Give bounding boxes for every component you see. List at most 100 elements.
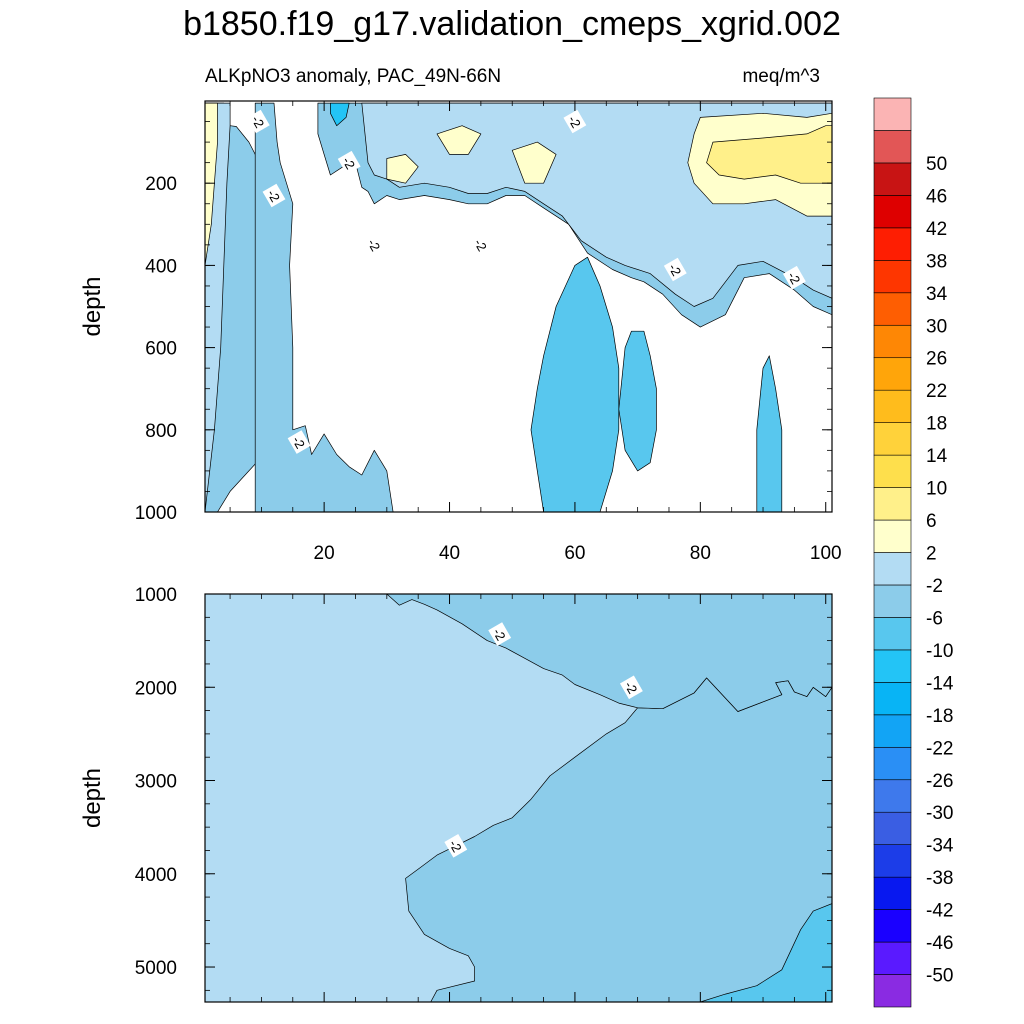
colorbar-swatch: [873, 292, 912, 326]
colorbar-swatch: [873, 422, 912, 456]
contour-label: -2: [469, 233, 493, 257]
colorbar-swatch: [873, 974, 912, 1008]
upper-ocean-panel: 20 40 60 80 100 200 400 600 800 1000 depth -2 -2 -2 -2…: [79, 100, 842, 564]
colorbar-swatch: [873, 876, 912, 910]
y-tick-label: 800: [145, 421, 177, 442]
contour-label-bg: [362, 233, 386, 257]
variable-label: ALKpNO3 anomaly, PAC_49N-66N: [205, 66, 501, 87]
contour-label-bg: [782, 265, 806, 290]
colorbar-label: -38: [926, 868, 953, 889]
colorbar-label: 38: [926, 251, 947, 272]
contour-label-bg: [444, 834, 468, 858]
contour-region-upper-ocean-6: [530, 256, 620, 512]
y-tick-label: 200: [145, 174, 177, 195]
colorbar-swatch: [873, 195, 912, 229]
colorbar-label: 42: [926, 219, 947, 240]
contour-label-bg: [337, 150, 361, 175]
colorbar-label: -22: [926, 738, 953, 759]
contour-label-bg: [488, 622, 512, 646]
contour-region-upper-ocean-1: [254, 102, 394, 512]
colorbar-swatch: [873, 811, 912, 845]
contour-region-upper-ocean-9: [330, 102, 350, 127]
y-tick-label: 1000: [135, 503, 177, 524]
contour-label-bg: [563, 109, 587, 134]
deep-ocean-fills: [205, 594, 832, 1002]
colorbar-label: -14: [926, 673, 954, 694]
colorbar-label: 22: [926, 381, 947, 402]
colorbar-swatch: [873, 454, 912, 488]
figure-title: b1850.f19_g17.validation_cmeps_xgrid.002: [183, 5, 841, 43]
x-tick-label: 40: [439, 543, 460, 564]
colorbar-label: -10: [926, 641, 953, 662]
contour-label: -2: [262, 183, 286, 208]
contour-label-bg: [262, 183, 286, 208]
contour-region-upper-ocean-7: [618, 330, 657, 472]
contour-label: -2: [362, 233, 386, 257]
x-tick-label: 60: [564, 543, 585, 564]
y-tick-label: 2000: [135, 678, 177, 699]
upper-ocean-ylabel: depth: [79, 276, 106, 336]
colorbar-label: 14: [926, 446, 948, 467]
upper-ocean-fills: [205, 102, 832, 512]
contour-label: -2: [563, 109, 587, 134]
y-tick-label: 5000: [135, 958, 177, 979]
contour-label: -2: [782, 265, 806, 290]
colorbar-label: -18: [926, 706, 953, 727]
colorbar-swatch: [873, 584, 912, 618]
contour-region-deep-ocean-3: [699, 903, 832, 1002]
colorbar-swatch: [873, 97, 912, 131]
contour-label-bg: [287, 430, 311, 454]
contour-region-upper-ocean-11: [706, 125, 832, 184]
colorbar-swatch: [873, 260, 912, 294]
contour-region-upper-ocean-13: [511, 141, 557, 184]
colorbar-label: 26: [926, 349, 947, 370]
colorbar-label: 50: [926, 154, 947, 175]
x-tick-label: 20: [314, 543, 335, 564]
colorbar-swatch: [873, 162, 912, 196]
x-tick-label: 80: [690, 543, 711, 564]
contour-label-bg: [469, 233, 493, 257]
colorbar-label: 46: [926, 186, 947, 207]
colorbar: -50-46-42-38-34-30-26-22-18-14-10-6-2261…: [873, 97, 954, 1008]
x-tick-label: 100: [810, 543, 842, 564]
contour-label: -2: [488, 622, 512, 646]
contour-region-deep-ocean-2: [386, 594, 832, 712]
colorbar-label: -42: [926, 901, 953, 922]
y-tick-label: 3000: [135, 772, 177, 793]
colorbar-swatch: [873, 714, 912, 748]
contour-label: -2: [444, 834, 468, 858]
y-tick-label: 400: [145, 256, 177, 277]
colorbar-swatch: [873, 844, 912, 878]
y-tick-label: 4000: [135, 865, 177, 886]
contour-label: -2: [287, 430, 311, 454]
y-tick-label: 1000: [135, 585, 177, 606]
colorbar-label: -2: [926, 576, 943, 597]
deep-ocean-ylabel: depth: [79, 768, 106, 828]
colorbar-label: -34: [926, 836, 954, 857]
colorbar-swatch: [873, 487, 912, 521]
contour-region-upper-ocean-8: [756, 355, 783, 512]
colorbar-label: -26: [926, 771, 953, 792]
colorbar-swatch: [873, 682, 912, 716]
contour-region-upper-ocean-14: [386, 154, 419, 184]
units-label: meq/m^3: [742, 66, 820, 87]
colorbar-swatch: [873, 324, 912, 359]
colorbar-label: -30: [926, 803, 953, 824]
contour-label: -2: [337, 150, 361, 175]
colorbar-swatch: [873, 389, 912, 423]
colorbar-label: -6: [926, 608, 943, 629]
contour-label-bg: [246, 109, 270, 134]
colorbar-swatch: [873, 519, 912, 553]
colorbar-swatch: [873, 909, 912, 943]
contour-label-bg: [663, 257, 687, 282]
deep-ocean-frame: [204, 593, 833, 1003]
colorbar-label: 10: [926, 479, 947, 500]
colorbar-swatch: [873, 357, 912, 391]
colorbar-swatch: [873, 941, 912, 975]
contour-region-upper-ocean-12: [436, 125, 482, 155]
colorbar-label: 18: [926, 414, 947, 435]
colorbar-label: 30: [926, 316, 947, 337]
colorbar-swatch: [873, 130, 912, 164]
colorbar-label: 2: [926, 544, 937, 565]
